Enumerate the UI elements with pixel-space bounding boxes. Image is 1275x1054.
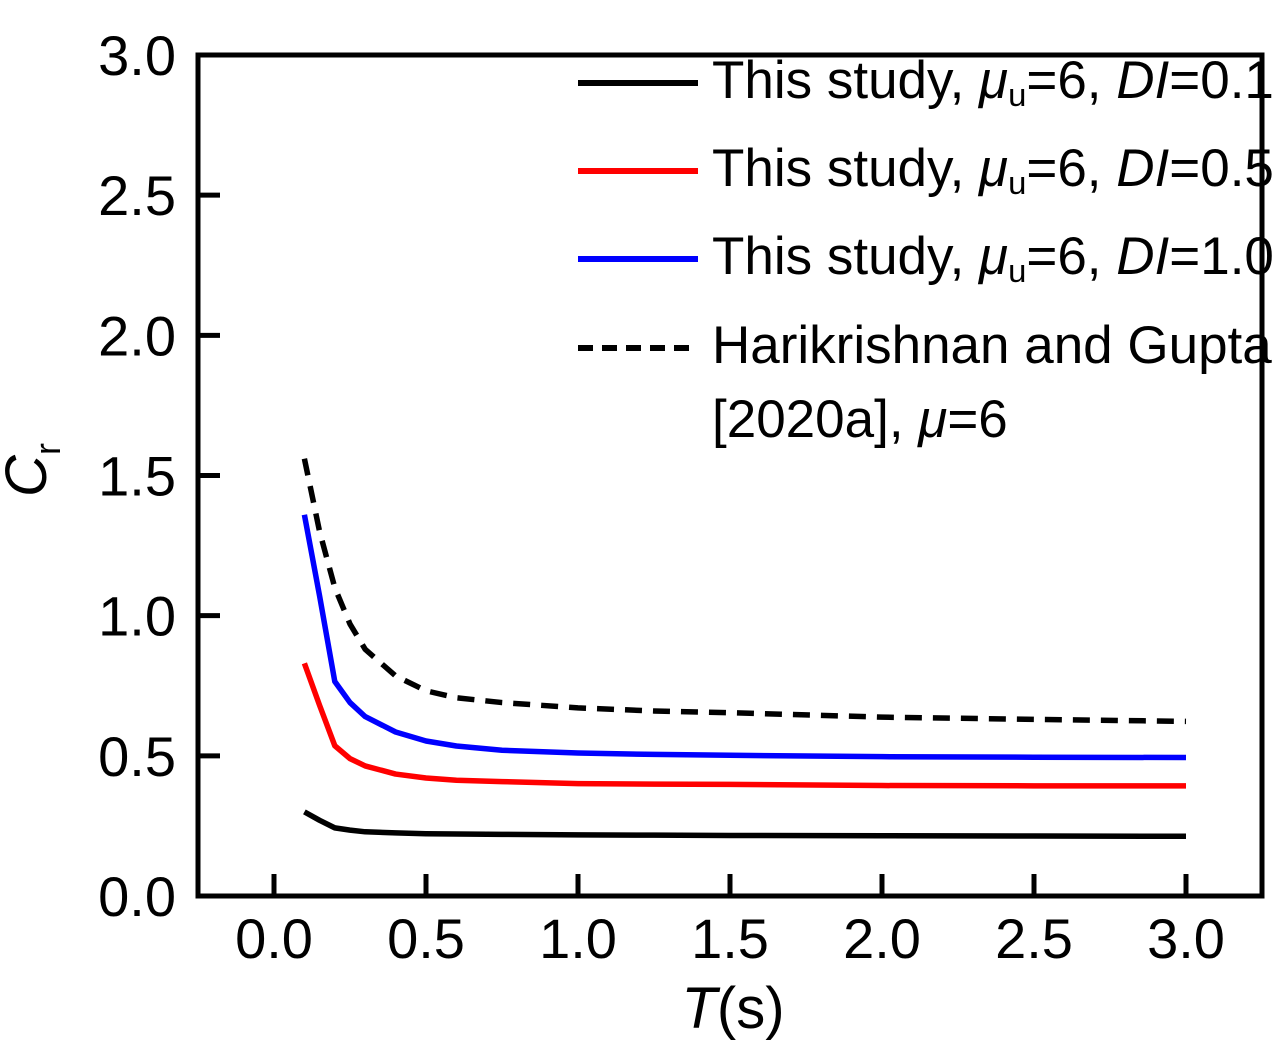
series-line-4 [301, 458, 1187, 725]
series-line-3 [301, 514, 1187, 761]
legend-item: This study, μu=6, DI=1.0 [578, 220, 1274, 308]
legend-item-label: Harikrishnan and Gupta [2020a], μ=6 [712, 315, 1272, 449]
y-tick-label: 2.5 [98, 164, 176, 227]
x-tick-label: 3.0 [1147, 907, 1225, 970]
legend-item-label: This study, μu=6, DI=0.5 [712, 139, 1274, 202]
y-axis-title: Cr [0, 443, 68, 497]
series-line-1 [303, 809, 1187, 840]
legend-item: This study, μu=6, DI=0.5 [578, 132, 1274, 220]
legend-swatch-line [578, 168, 698, 175]
x-tick-label: 1.0 [539, 907, 617, 970]
y-tick-label: 0.0 [98, 865, 176, 928]
legend-swatch-line [578, 344, 698, 351]
x-tick-label: 0.0 [235, 907, 313, 970]
x-tick-label: 2.0 [843, 907, 921, 970]
legend-item: This study, μu=6, DI=0.1 [578, 44, 1274, 132]
x-tick-label: 1.5 [691, 907, 769, 970]
x-tick-label: 2.5 [995, 907, 1073, 970]
legend-item-label: This study, μu=6, DI=0.1 [712, 51, 1274, 114]
y-tick-label: 1.0 [98, 585, 176, 648]
y-tick-label: 3.0 [98, 24, 176, 87]
legend-item-label: This study, μu=6, DI=1.0 [712, 227, 1274, 290]
y-tick-label: 2.0 [98, 304, 176, 367]
x-axis-title: T(s) [681, 976, 784, 1041]
legend-swatch-line [578, 256, 698, 263]
y-tick-label: 1.5 [98, 445, 176, 508]
chart-legend: This study, μu=6, DI=0.1 This study, μu=6… [578, 44, 1274, 457]
series-line-2 [301, 662, 1186, 789]
legend-item: Harikrishnan and Gupta [2020a], μ=6 [578, 309, 1274, 457]
y-tick-label: 0.5 [98, 725, 176, 788]
x-tick-label: 0.5 [387, 907, 465, 970]
legend-swatch-line [578, 80, 698, 86]
